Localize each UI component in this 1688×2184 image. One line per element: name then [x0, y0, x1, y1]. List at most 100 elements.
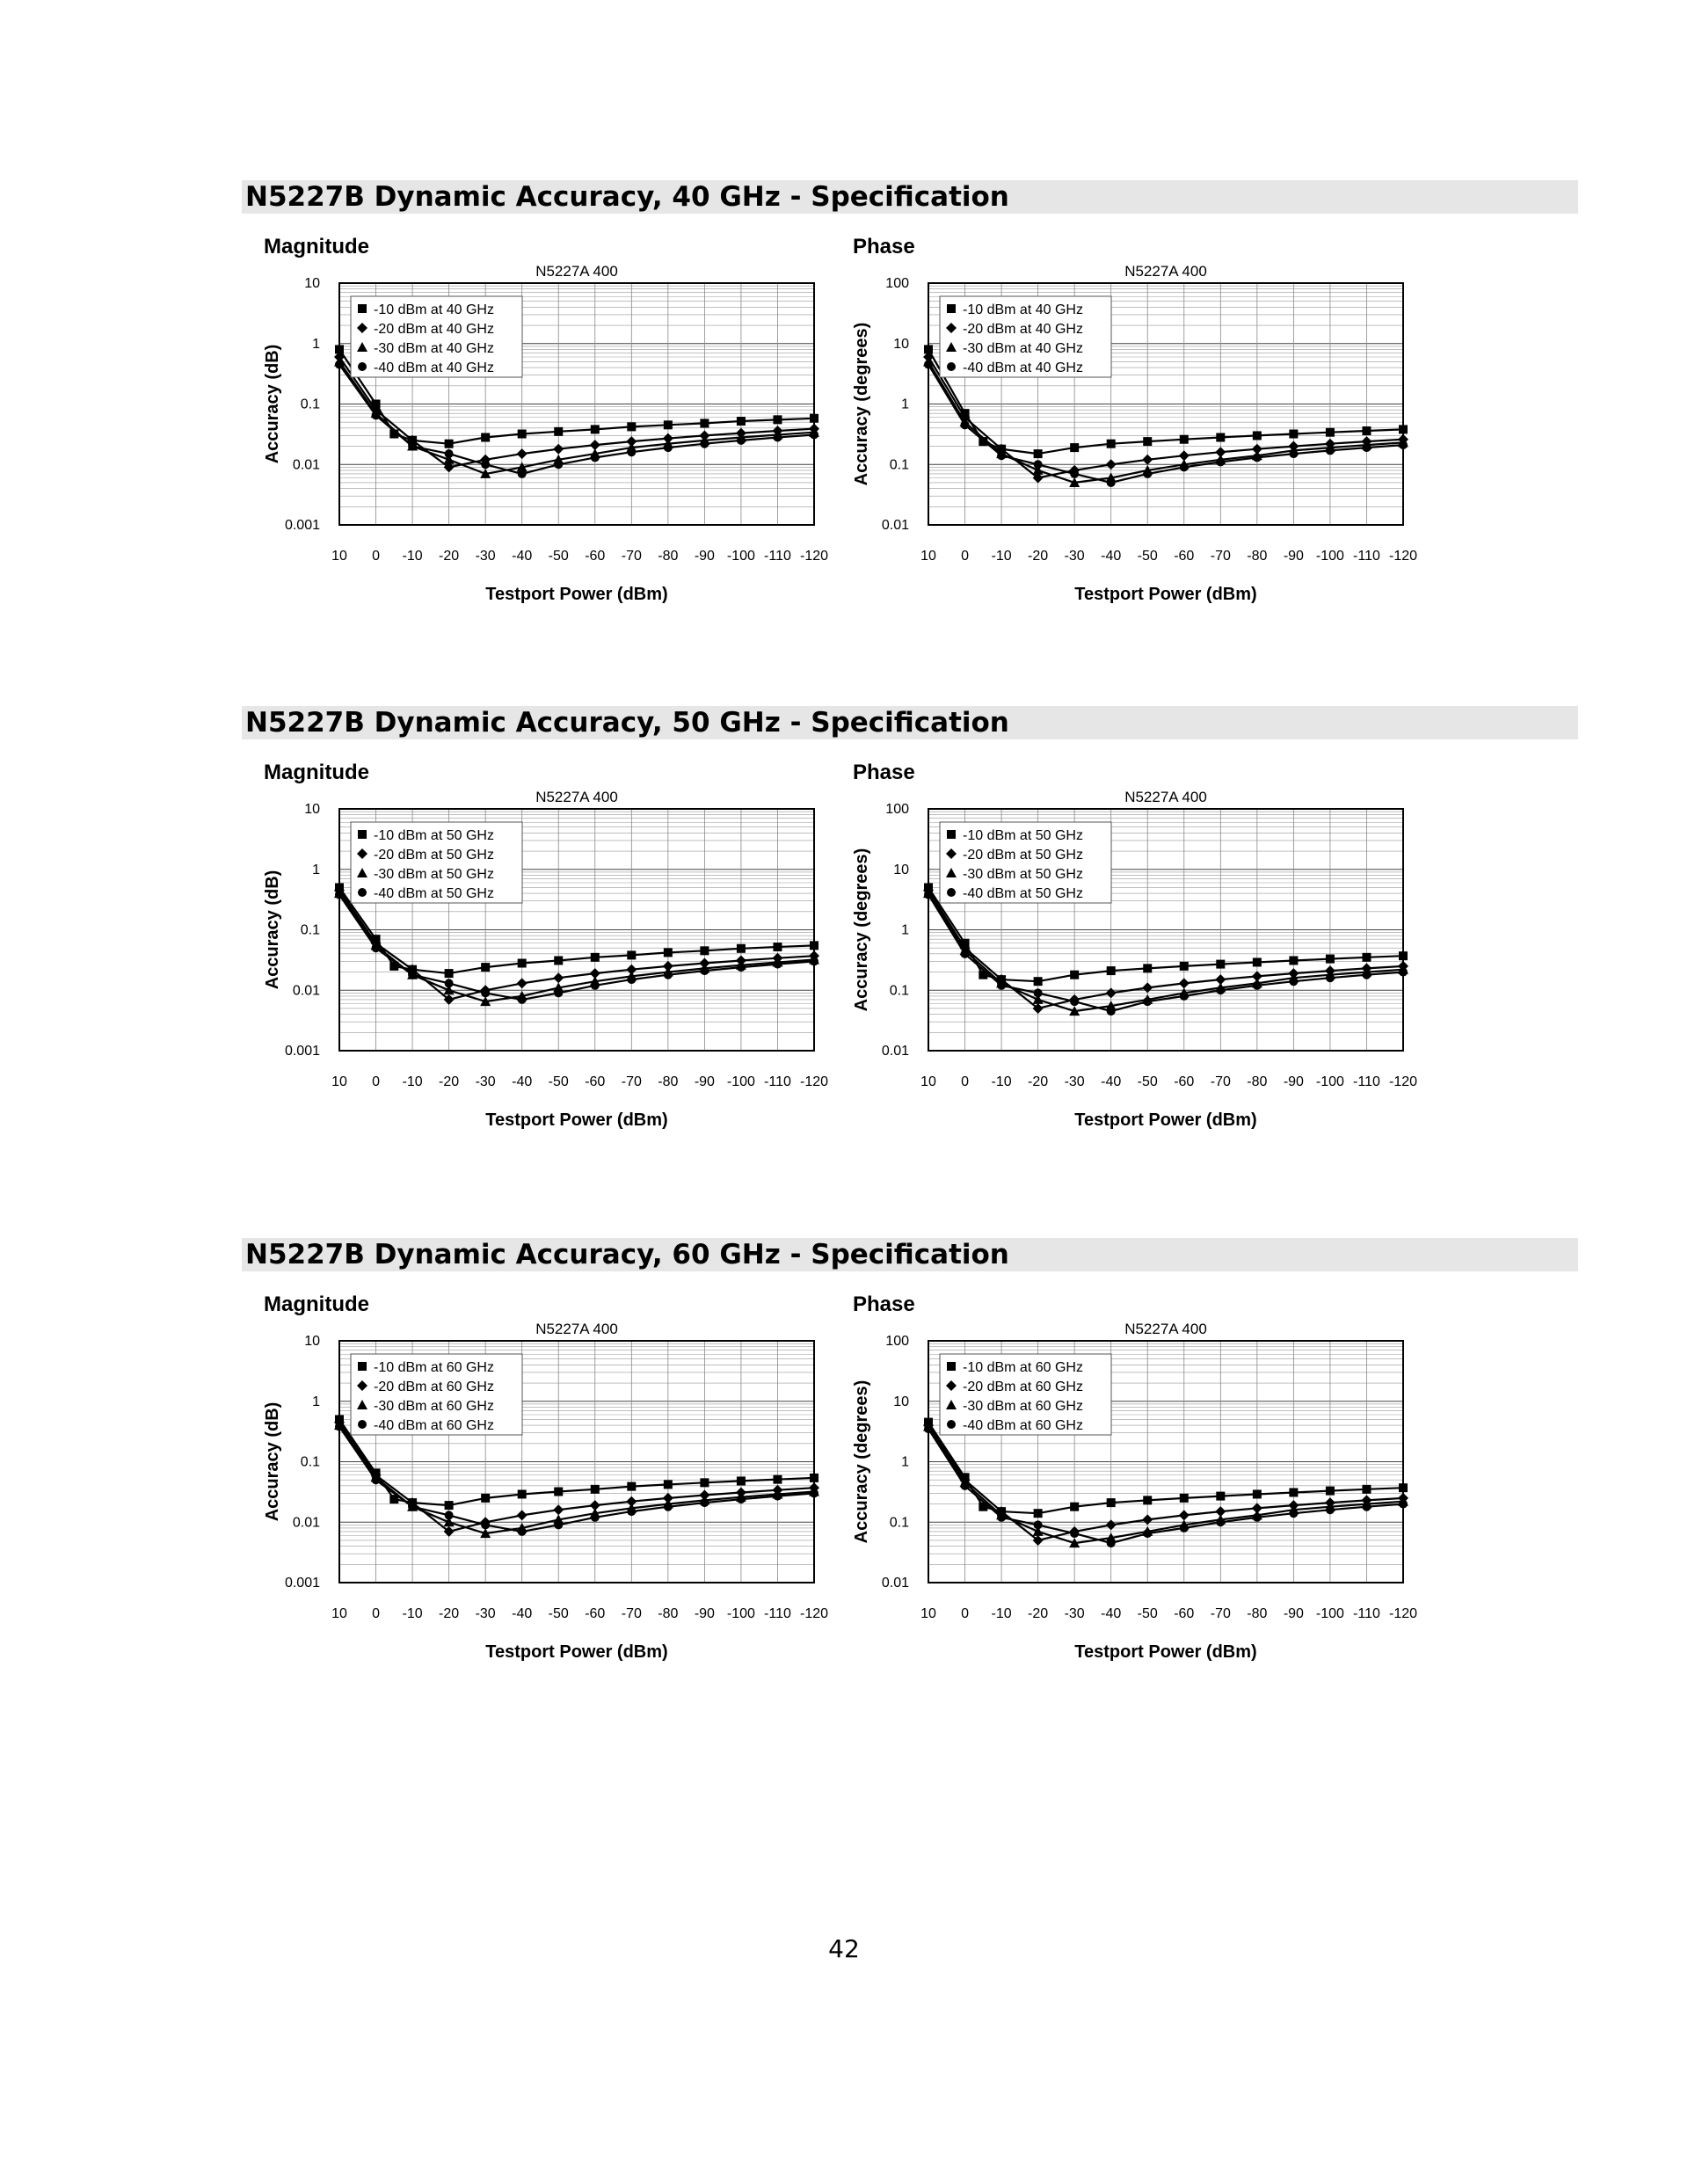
diamond-marker [1178, 1510, 1190, 1521]
diamond-marker [662, 1492, 673, 1503]
square-marker [1399, 1483, 1408, 1493]
legend-entry: -40 dBm at 40 GHz [374, 360, 494, 375]
square-marker [736, 943, 746, 953]
magnitude-panel: Magnitude N5227A 400 10 1 0.1 0.01 0.001 10 0 -1… [243, 761, 858, 1139]
triangle-marker [357, 868, 367, 877]
legend-entry: -10 dBm at 40 GHz [374, 302, 494, 317]
square-marker [1033, 1509, 1043, 1518]
diamond-marker [443, 1525, 455, 1537]
square-marker [947, 830, 956, 839]
x-tick-label: -10 [403, 1074, 423, 1089]
x-tick-label: -40 [1101, 1074, 1121, 1089]
circle-marker [481, 988, 491, 998]
x-tick-label: -90 [695, 1074, 715, 1089]
chart-title: N5227A 400 [1124, 789, 1207, 805]
circle-marker [1399, 967, 1408, 977]
legend-entry: -40 dBm at 50 GHz [374, 886, 494, 901]
x-axis-label: Testport Power (dBm) [1074, 1642, 1256, 1662]
diamond-marker [946, 323, 957, 333]
circle-marker [947, 362, 956, 371]
x-tick-label: -10 [992, 1606, 1012, 1621]
triangle-marker [480, 468, 491, 478]
square-marker [663, 1480, 673, 1489]
circle-marker [358, 362, 367, 371]
circle-marker [960, 1481, 970, 1490]
y-tick-label: 1 [312, 863, 320, 877]
square-marker [1252, 431, 1262, 440]
circle-marker [810, 430, 819, 440]
x-tick-label: -10 [403, 1606, 423, 1621]
square-marker [1289, 429, 1299, 439]
legend-entry: -10 dBm at 60 GHz [374, 1360, 494, 1375]
triangle-marker [1032, 994, 1044, 1004]
x-axis-label: Testport Power (dBm) [485, 585, 667, 604]
square-marker [947, 304, 956, 313]
diamond-marker [1142, 982, 1153, 994]
y-tick-label: 0.1 [301, 1455, 320, 1470]
page-number: 42 [828, 1934, 860, 1963]
series [924, 360, 1408, 487]
square-marker [979, 1502, 988, 1511]
x-tick-label: 10 [331, 1606, 347, 1621]
magnitude-panel: Magnitude N5227A 400 10 1 0.1 0.01 0.001 10 0 -1… [243, 1292, 858, 1671]
x-tick-label: -50 [1138, 549, 1158, 564]
square-marker [358, 1362, 367, 1371]
square-marker [627, 422, 637, 432]
plot-frame [928, 1340, 1404, 1583]
legend-entry: -20 dBm at 60 GHz [963, 1380, 1083, 1394]
x-tick-label: -90 [695, 549, 715, 564]
square-marker [1252, 957, 1262, 967]
square-marker [1070, 1502, 1080, 1511]
square-marker [736, 1476, 746, 1486]
square-marker [1362, 426, 1372, 436]
diamond-marker [443, 994, 455, 1005]
magnitude-chart-40ghz: N5227A 400 10 1 0.1 0.01 0.001 10 0 -10 -20 -30 -40… [263, 263, 828, 604]
circle-marker [358, 888, 367, 897]
legend-box [350, 1353, 523, 1436]
diamond-marker [589, 1500, 600, 1511]
legend-box [350, 821, 523, 904]
square-marker [1289, 1488, 1299, 1497]
series [334, 885, 819, 1005]
x-tick-label: -30 [1065, 549, 1085, 564]
circle-marker [1070, 1529, 1080, 1539]
x-tick-label: -90 [1284, 549, 1304, 564]
plot-frame [928, 282, 1404, 526]
triangle-marker [1032, 464, 1044, 475]
triangle-marker [946, 1400, 957, 1409]
series [335, 1422, 819, 1536]
y-tick-label: 0.01 [882, 518, 909, 533]
circle-marker [590, 453, 600, 462]
x-tick-label: -30 [476, 1606, 496, 1621]
square-marker [1399, 425, 1408, 434]
diamond-marker [357, 848, 367, 859]
x-tick-label: 10 [920, 549, 936, 564]
diamond-marker [1032, 1002, 1044, 1014]
diamond-marker [516, 448, 528, 460]
triangle-marker [480, 1528, 491, 1539]
x-tick-label: 0 [961, 1074, 969, 1089]
circle-marker [444, 979, 454, 988]
triangle-marker [443, 985, 455, 995]
x-tick-label: -40 [512, 549, 532, 564]
circle-marker [371, 943, 381, 953]
diamond-marker [1178, 978, 1190, 989]
x-tick-label: -40 [512, 1606, 532, 1621]
x-tick-label: -30 [476, 549, 496, 564]
x-tick-label: -40 [1101, 549, 1121, 564]
square-marker [1033, 977, 1043, 986]
series-line [928, 892, 1404, 1013]
y-tick-label: 100 [885, 276, 909, 291]
circle-marker [1216, 986, 1226, 995]
y-tick-label: 0.1 [890, 457, 909, 472]
x-tick-label: 0 [961, 549, 969, 564]
circle-marker [1362, 1502, 1372, 1511]
circle-marker [1252, 453, 1262, 462]
legend-entry: -30 dBm at 60 GHz [963, 1399, 1083, 1414]
y-tick-label: 1 [901, 1455, 909, 1470]
section-title: N5227B Dynamic Accuracy, 50 GHz - Specif… [242, 706, 1578, 739]
x-tick-label: -80 [658, 549, 678, 564]
series [924, 890, 1408, 1016]
diamond-marker [626, 964, 637, 975]
x-tick-label: -70 [1211, 1074, 1231, 1089]
